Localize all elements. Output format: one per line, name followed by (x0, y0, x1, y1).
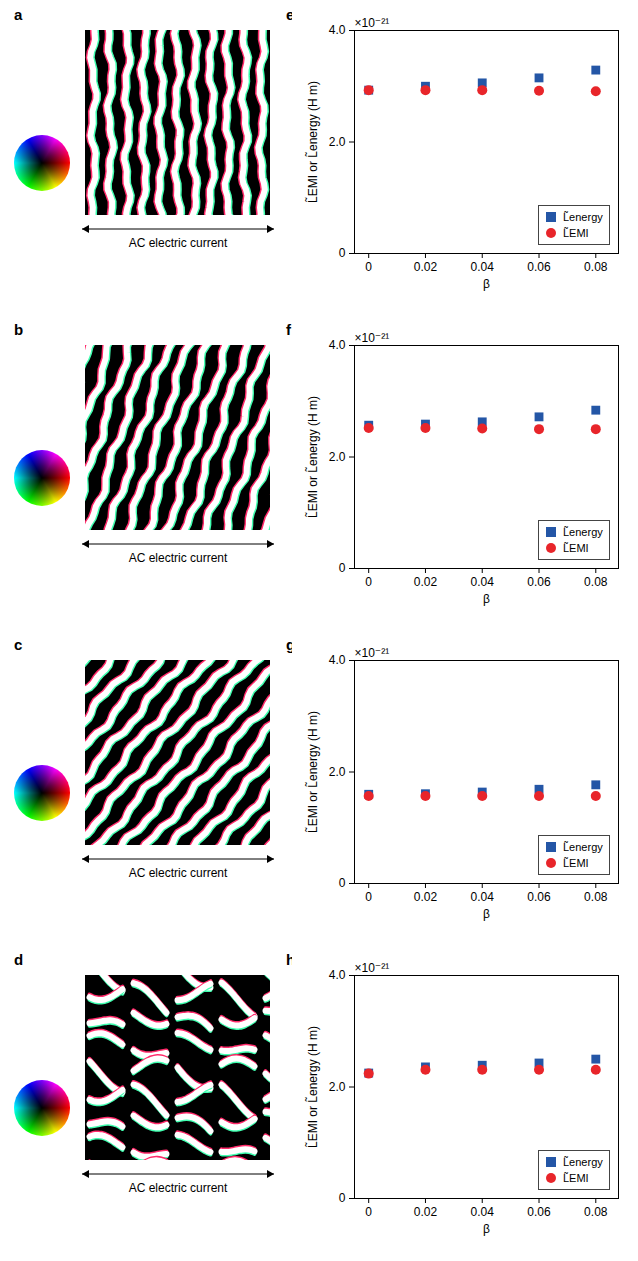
svg-text:0.06: 0.06 (527, 1205, 551, 1219)
html-text:AC electric current: AC electric current (128, 551, 228, 565)
svg-text:2.0: 2.0 (329, 450, 346, 464)
html-text:L̃EMI: L̃EMI (563, 857, 589, 869)
html-text:c: c (14, 636, 23, 653)
svg-text:0: 0 (365, 575, 372, 589)
svg-text:0.06: 0.06 (527, 890, 551, 904)
html-text:L̃energy: L̃energy (563, 1156, 603, 1168)
svg-text:0.06: 0.06 (527, 575, 551, 589)
svg-text:×10⁻²¹: ×10⁻²¹ (355, 331, 390, 345)
html-text:f: f (286, 321, 291, 338)
svg-text:0.04: 0.04 (471, 260, 495, 274)
svg-text:0.08: 0.08 (584, 890, 608, 904)
svg-text:2.0: 2.0 (329, 135, 346, 149)
svg-text:0: 0 (365, 1205, 372, 1219)
svg-text:×10⁻²¹: ×10⁻²¹ (355, 961, 390, 975)
html-text:L̃energy: L̃energy (563, 841, 603, 853)
svg-text:0.04: 0.04 (471, 1205, 495, 1219)
html-text:g: g (286, 636, 296, 653)
html-text:AC electric current: AC electric current (128, 236, 228, 250)
html-text:L̃EMI: L̃EMI (563, 542, 589, 554)
html-text:a: a (14, 6, 23, 23)
svg-text:L̃EMI or L̃energy (H m): L̃EMI or L̃energy (H m) (305, 396, 320, 518)
svg-text:0.04: 0.04 (471, 575, 495, 589)
svg-text:0.02: 0.02 (414, 890, 438, 904)
svg-text:4.0: 4.0 (329, 23, 346, 37)
svg-text:0.06: 0.06 (527, 260, 551, 274)
svg-text:×10⁻²¹: ×10⁻²¹ (355, 16, 390, 30)
svg-text:0.02: 0.02 (414, 260, 438, 274)
svg-text:0: 0 (339, 561, 346, 575)
svg-text:β: β (483, 1222, 490, 1236)
svg-text:0: 0 (339, 246, 346, 260)
svg-text:4.0: 4.0 (329, 653, 346, 667)
svg-text:0: 0 (365, 890, 372, 904)
svg-text:0: 0 (365, 260, 372, 274)
svg-text:2.0: 2.0 (329, 1080, 346, 1094)
html-text:d: d (14, 951, 24, 968)
html-text:L̃energy: L̃energy (563, 526, 603, 538)
svg-text:0.08: 0.08 (584, 1205, 608, 1219)
svg-text:2.0: 2.0 (329, 765, 346, 779)
html-text:L̃EMI: L̃EMI (563, 1172, 589, 1184)
svg-text:0: 0 (339, 1191, 346, 1205)
html-text:e: e (286, 6, 295, 23)
svg-text:0.08: 0.08 (584, 260, 608, 274)
html-text:b: b (14, 321, 24, 338)
svg-text:0.02: 0.02 (414, 575, 438, 589)
svg-text:β: β (483, 277, 490, 291)
svg-text:L̃EMI or L̃energy (H m): L̃EMI or L̃energy (H m) (305, 711, 320, 833)
svg-text:β: β (483, 592, 490, 606)
html-text:L̃energy: L̃energy (563, 211, 603, 223)
svg-text:0.08: 0.08 (584, 575, 608, 589)
svg-text:L̃EMI or L̃energy (H m): L̃EMI or L̃energy (H m) (305, 81, 320, 203)
svg-text:4.0: 4.0 (329, 338, 346, 352)
svg-text:0: 0 (339, 876, 346, 890)
svg-text:0.04: 0.04 (471, 890, 495, 904)
html-text:AC electric current: AC electric current (128, 866, 228, 880)
svg-text:0.02: 0.02 (414, 1205, 438, 1219)
svg-text:L̃EMI or L̃energy (H m): L̃EMI or L̃energy (H m) (305, 1026, 320, 1148)
html-text:h: h (286, 951, 296, 968)
svg-text:4.0: 4.0 (329, 968, 346, 982)
svg-text:β: β (483, 907, 490, 921)
svg-text:×10⁻²¹: ×10⁻²¹ (355, 646, 390, 660)
html-text:AC electric current: AC electric current (128, 1181, 228, 1195)
html-text:L̃EMI: L̃EMI (563, 227, 589, 239)
